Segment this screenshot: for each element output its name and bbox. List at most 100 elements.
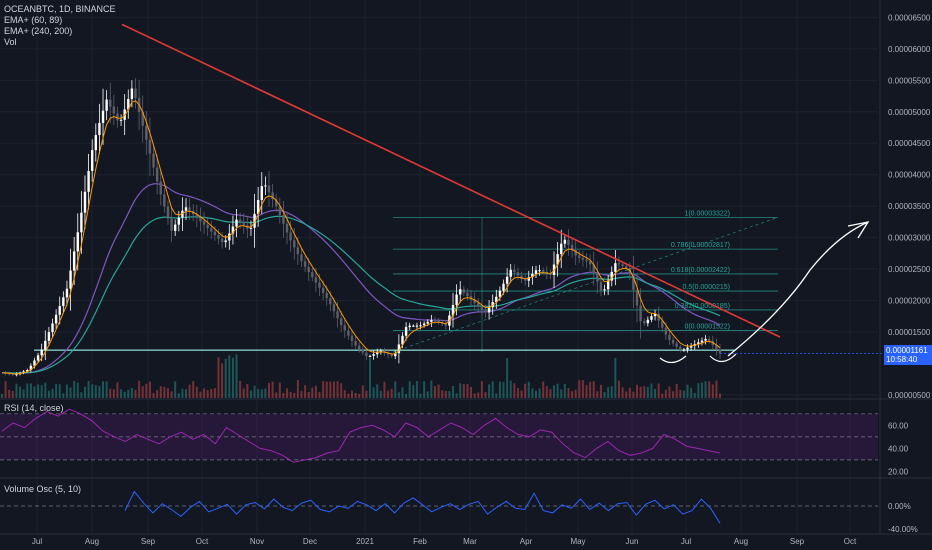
fib-diagonal <box>392 216 779 353</box>
candle-body <box>459 289 462 295</box>
volume-bar <box>347 393 350 398</box>
volume-bar <box>423 381 426 398</box>
y-tick-label: 0.00003500 <box>888 202 931 211</box>
ema-slow-line <box>1 183 721 374</box>
volume-bar <box>394 381 397 398</box>
candle-body <box>130 88 134 99</box>
volume-bar <box>65 384 68 398</box>
volume-bar <box>693 392 696 398</box>
volume-bar <box>599 384 602 398</box>
candle-body <box>480 306 484 311</box>
y-tick-label: 0.00002500 <box>888 265 931 274</box>
candle-body <box>487 307 491 313</box>
volume-bar <box>141 386 144 398</box>
volume-bar <box>307 391 310 398</box>
candle-body <box>307 266 310 273</box>
candle-body <box>69 270 72 289</box>
y-tick-label: 0.00006500 <box>888 13 931 22</box>
symbol-title[interactable]: OCEANBTC, 1D, BINANCE <box>4 4 116 14</box>
vosc-pane-label[interactable]: Volume Osc (5, 10) <box>4 484 82 494</box>
volume-bar <box>473 393 476 398</box>
volume-bar <box>322 381 325 398</box>
candle-body <box>653 313 657 317</box>
candle-body <box>516 272 520 276</box>
candle-body <box>365 352 368 357</box>
candle-body <box>523 279 527 281</box>
volume-bar <box>304 385 307 398</box>
volume-bar <box>289 391 292 398</box>
candle-body <box>581 257 585 260</box>
candle-body <box>433 320 437 322</box>
volume-bar <box>22 389 25 398</box>
candle-body <box>415 325 419 327</box>
candle-body <box>148 139 152 154</box>
volume-bar <box>441 390 444 398</box>
volume-bar <box>134 389 137 398</box>
volume-bar <box>127 389 130 398</box>
volume-bar <box>704 381 707 398</box>
candle-body <box>502 283 505 291</box>
volume-bar <box>470 387 473 398</box>
volume-bar <box>387 390 390 398</box>
volume-bar <box>369 358 372 398</box>
candle-body <box>473 299 476 304</box>
candle-body <box>105 99 108 111</box>
candle-body <box>686 347 689 350</box>
volume-bar <box>152 393 155 398</box>
volume-bar <box>73 381 76 398</box>
rsi-pane-label[interactable]: RSI (14, close) <box>4 403 64 413</box>
candle-body <box>101 110 105 123</box>
volume-bar <box>711 384 714 398</box>
volume-bar <box>697 383 700 398</box>
x-tick-label: Jul <box>681 537 691 546</box>
volume-bar <box>350 390 353 398</box>
volume-bar <box>516 388 519 398</box>
volume-bar <box>639 386 642 398</box>
candle-body <box>87 170 90 192</box>
rsi-y-tick: 20.00 <box>888 467 909 476</box>
ema2-label[interactable]: EMA+ (240, 200) <box>4 26 73 36</box>
candle-body <box>267 185 271 193</box>
candle-body <box>253 213 256 228</box>
candle-body <box>570 244 574 251</box>
volume-bar <box>242 388 245 398</box>
volume-bar <box>459 383 462 398</box>
volume-bar <box>80 392 83 398</box>
y-tick-label: 0.00000500 <box>888 391 931 400</box>
candle-body <box>249 227 253 229</box>
ema1-label[interactable]: EMA+ (60, 89) <box>4 15 63 25</box>
candle-body <box>491 301 494 308</box>
volume-bar <box>185 389 188 398</box>
projection-arrow <box>727 221 869 357</box>
x-tick-label: Aug <box>734 537 748 546</box>
volume-bar <box>37 384 40 398</box>
volume-bar <box>62 393 65 398</box>
candle-body <box>408 325 411 328</box>
volume-bar <box>542 381 545 398</box>
volume-bar <box>538 388 541 398</box>
candle-body <box>152 153 155 168</box>
bottom-mark-right <box>709 353 737 363</box>
candle-body <box>437 320 440 323</box>
x-tick-label: Feb <box>413 537 427 546</box>
candle-body <box>65 288 69 298</box>
volume-bar <box>426 391 429 398</box>
volume-bar <box>318 392 321 398</box>
candle-body <box>477 303 480 307</box>
volume-bar <box>282 392 285 398</box>
candle-body <box>134 88 137 99</box>
volume-bar <box>614 358 617 398</box>
volume-bar <box>51 388 54 398</box>
candle-body <box>599 281 603 291</box>
volume-bar <box>675 383 678 398</box>
volume-bar <box>210 388 213 398</box>
volume-bar <box>682 390 685 398</box>
vol-label[interactable]: Vol <box>4 37 17 47</box>
candle-body <box>177 217 180 225</box>
candle-body <box>58 306 61 315</box>
candle-body <box>592 264 595 274</box>
volume-bar <box>668 386 671 398</box>
volume-bar <box>596 391 599 398</box>
volume-bar <box>452 386 455 398</box>
